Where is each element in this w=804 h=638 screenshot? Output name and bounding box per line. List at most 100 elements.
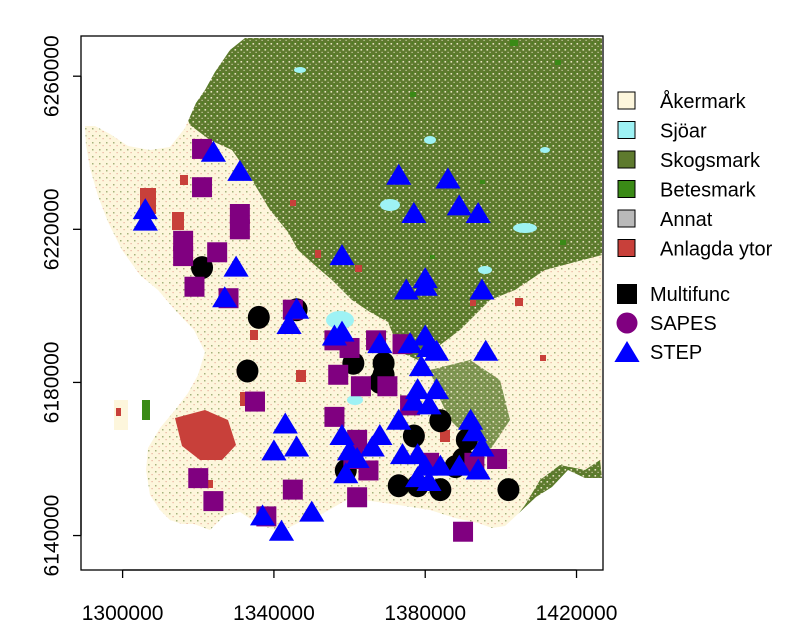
x-tick-label: 1340000 (233, 602, 315, 625)
legend-symbol-0 (617, 284, 637, 304)
step-site-27 (393, 278, 419, 300)
y-tick-label: 6260000 (41, 35, 64, 117)
legend-swatch-1 (617, 121, 636, 139)
step-site-43 (427, 454, 453, 476)
step-site-52 (299, 500, 325, 522)
step-site-17 (401, 389, 427, 411)
step-site-6 (284, 297, 310, 319)
island-pasture (142, 400, 150, 420)
y-axis: 6140000 6180000 6220000 6260000 (41, 35, 82, 576)
x-tick-label: 1420000 (536, 602, 618, 625)
step-site-29 (412, 274, 438, 296)
multifunc-site-9 (429, 409, 452, 433)
legend-label: STEP (650, 342, 702, 364)
step-site-14 (423, 339, 450, 361)
sapes-site-6 (207, 242, 228, 263)
y-tick-label: 6140000 (41, 495, 64, 577)
sapes-site-2 (229, 204, 250, 224)
step-site-4 (223, 255, 249, 277)
step-sites (132, 140, 499, 541)
multifunc-site-14 (387, 474, 410, 498)
legend-symbol-1 (616, 312, 638, 334)
sapes-site-16 (377, 376, 398, 397)
legend-label: Skogsmark (660, 150, 761, 172)
step-site-31 (272, 412, 298, 434)
legend-label: SAPES (650, 313, 717, 335)
step-site-33 (284, 435, 310, 457)
step-site-3 (132, 209, 158, 231)
step-site-30 (469, 278, 495, 300)
forest-patch (430, 360, 510, 450)
legend-label: Sjöar (660, 121, 707, 143)
sapes-site-19 (324, 406, 345, 427)
legend-label: Anlagda ytor (660, 239, 773, 261)
y-tick-label: 6180000 (41, 342, 64, 424)
step-site-18 (416, 393, 442, 415)
step-site-21 (386, 163, 412, 185)
sapes-site-7 (184, 276, 205, 297)
legend-swatch-0 (617, 91, 636, 110)
step-site-49 (333, 462, 359, 484)
lakes (294, 67, 550, 405)
step-site-20 (473, 339, 499, 361)
sapes-site-28 (282, 479, 303, 500)
sapes-site-18 (245, 391, 265, 412)
forest-area (180, 38, 602, 360)
step-site-44 (446, 454, 472, 476)
x-tick-label: 1380000 (384, 602, 466, 625)
sapes-site-14 (328, 364, 349, 385)
sapes-site-29 (347, 487, 368, 508)
pasture-patches (410, 40, 566, 259)
step-site-15 (408, 355, 435, 377)
step-site-37 (359, 435, 385, 457)
legend-symbol-2 (614, 341, 640, 362)
step-site-24 (446, 194, 472, 216)
sapes-site-4 (173, 230, 194, 251)
step-site-38 (367, 424, 393, 446)
x-tick-label: 1300000 (82, 602, 164, 625)
step-site-2 (132, 198, 158, 220)
step-site-5 (212, 286, 238, 308)
legend-label: Betesmark (660, 180, 757, 202)
step-site-26 (329, 244, 355, 266)
legend-swatch-4 (617, 209, 636, 228)
step-site-19 (423, 378, 450, 400)
multifunc-site-8 (402, 424, 425, 448)
step-site-32 (261, 439, 287, 461)
step-site-39 (386, 408, 412, 430)
legend: Åkermark Sjöar Skogsmark Betesmark Annat Anla… (614, 90, 773, 364)
legend-swatch-5 (617, 239, 636, 257)
sapes-site-5 (173, 246, 194, 267)
sapes-site-27 (203, 491, 224, 512)
sapes-site-31 (453, 521, 474, 542)
step-site-47 (469, 435, 495, 457)
step-site-25 (465, 202, 491, 223)
legend-label: Multifunc (650, 284, 730, 306)
step-site-7 (276, 313, 302, 335)
legend-swatch-3 (617, 180, 636, 198)
step-site-22 (401, 202, 427, 223)
step-site-10 (367, 332, 393, 354)
step-site-50 (249, 504, 276, 526)
legend-label: Åkermark (660, 90, 747, 113)
sapes-site-15 (350, 376, 371, 397)
step-site-9 (329, 320, 355, 342)
y-tick-label: 6220000 (41, 188, 64, 270)
step-site-54 (416, 469, 442, 491)
sapes-site-3 (229, 219, 250, 240)
step-site-46 (461, 420, 487, 442)
step-site-34 (329, 424, 355, 446)
sapes-site-26 (188, 468, 209, 489)
step-site-48 (465, 458, 491, 480)
step-site-51 (268, 519, 295, 541)
multifunc-site-7 (236, 359, 259, 383)
legend-swatch-2 (617, 150, 636, 169)
step-site-11 (397, 332, 423, 354)
step-site-36 (344, 446, 370, 468)
legend-label: Annat (660, 209, 713, 231)
multifunc-site-1 (247, 305, 270, 329)
sapes-site-1 (192, 177, 213, 198)
step-site-1 (227, 159, 253, 181)
step-site-0 (200, 140, 226, 162)
